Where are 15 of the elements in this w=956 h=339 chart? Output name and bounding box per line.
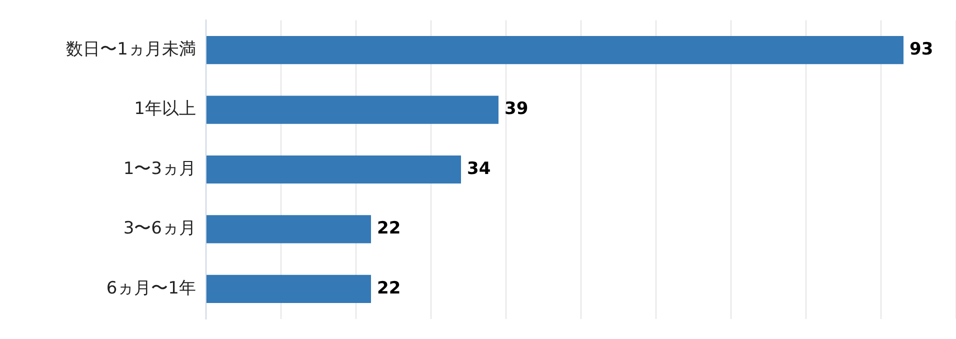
y-tick-label: 1〜3ヵ月: [123, 158, 196, 179]
bar: [206, 96, 498, 124]
data-label: 22: [377, 218, 401, 239]
bar: [206, 155, 461, 184]
data-label: 39: [504, 99, 528, 120]
y-tick-label: 1年以上: [134, 99, 196, 120]
bar: [206, 36, 904, 64]
y-tick-label: 3〜6ヵ月: [123, 218, 196, 239]
bar: [206, 274, 371, 303]
y-tick-label: 6ヵ月〜1年: [106, 278, 196, 298]
y-tick-label: 数日〜1ヵ月未満: [66, 39, 196, 60]
data-label: 34: [467, 158, 491, 179]
data-label: 93: [910, 39, 934, 60]
bar: [206, 215, 371, 244]
data-label: 22: [377, 278, 401, 298]
